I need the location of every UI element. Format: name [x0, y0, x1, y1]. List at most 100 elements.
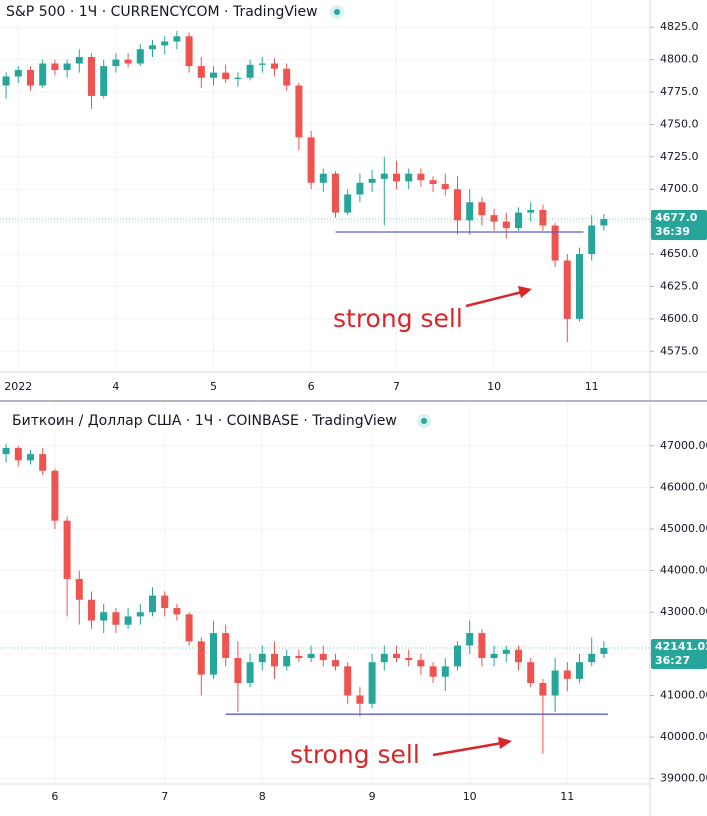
x-tick-label: 4 [112, 380, 119, 393]
candle-body [332, 173, 339, 213]
x-tick-label: 6 [308, 380, 315, 393]
candle-body [478, 633, 486, 659]
candle-body [393, 653, 400, 659]
y-tick-label: 4625.0 [660, 279, 699, 292]
title-bg [0, 411, 436, 431]
candle-body [405, 658, 413, 661]
candle-body [563, 670, 571, 679]
chart-title: Биткоин / Доллар США · 1Ч · COINBASE · T… [12, 413, 397, 429]
candle-body [441, 666, 449, 677]
y-tick-label: 44000.00 [660, 564, 707, 577]
candle-body [393, 173, 400, 182]
x-tick-label: 10 [463, 790, 477, 803]
candle-body [466, 633, 474, 646]
candle-body [39, 454, 47, 471]
candle-body [185, 614, 193, 642]
candle-body [588, 653, 596, 663]
candle-body [515, 649, 522, 663]
arrow-head [518, 286, 532, 298]
candle-body [39, 63, 47, 86]
candle-body [283, 68, 291, 86]
y-tick-label: 46000.00 [660, 480, 707, 493]
y-tick-label: 47000.00 [660, 439, 707, 452]
y-tick-label: 4650.0 [660, 247, 699, 260]
candle-body [600, 647, 608, 654]
price-tag [651, 210, 707, 241]
candle-body [576, 254, 583, 319]
candle-body [173, 608, 181, 615]
marks-layer [0, 31, 650, 754]
candle-body [380, 653, 388, 663]
candle-body [551, 670, 559, 696]
price-tag-label: 4677.0 [655, 211, 698, 224]
candle-body [63, 63, 71, 70]
candle-body [63, 520, 71, 579]
y-tick-label: 4825.0 [660, 20, 699, 33]
y-tick-label: 4800.0 [660, 53, 699, 66]
candle-body [124, 59, 132, 64]
x-tick-label: 8 [259, 790, 266, 803]
candle-body [478, 202, 486, 216]
candle-body [490, 215, 498, 222]
y-tick-label: 41000.00 [660, 688, 707, 701]
candle-body [136, 49, 144, 64]
candle-body [527, 662, 535, 683]
candle-body [332, 660, 339, 667]
countdown-label: 36:39 [655, 225, 690, 238]
candle-body [368, 662, 376, 704]
y-tick-label: 39000.00 [660, 772, 707, 785]
candle-body [149, 595, 156, 613]
candle-body [100, 612, 108, 621]
arrow [432, 741, 503, 757]
candle-body [283, 655, 291, 667]
candle-body [124, 616, 132, 625]
candle-body [368, 178, 376, 183]
candle-body [75, 578, 83, 600]
x-tick-label: 9 [369, 790, 376, 803]
x-tick-label: 10 [487, 380, 501, 393]
candle-body [27, 69, 34, 86]
candle-body [161, 595, 169, 609]
candle-body [258, 63, 266, 65]
candle-body [319, 653, 327, 661]
candle-body [417, 660, 425, 667]
title-bg [0, 2, 348, 22]
annotation: strong sell [290, 740, 420, 769]
candle-body [149, 45, 156, 50]
candle-body [112, 59, 120, 67]
countdown-label: 36:27 [655, 654, 690, 667]
candle-body [161, 41, 169, 46]
candle-body [466, 202, 474, 221]
candle-body [197, 641, 205, 675]
candle-body [588, 225, 596, 255]
candle-body [27, 454, 34, 461]
grid-layer [0, 0, 650, 784]
candle-body [112, 612, 120, 625]
y-tick-label: 40000.00 [660, 730, 707, 743]
candle-body [173, 36, 181, 42]
candle-body [502, 649, 510, 654]
candle-body [14, 69, 22, 77]
candle-body [490, 653, 498, 659]
candle-body [258, 653, 266, 663]
candle-body [222, 72, 230, 80]
candle-body [14, 447, 22, 461]
candle-body [2, 447, 10, 455]
candle-body [307, 137, 315, 183]
candle-body [429, 180, 437, 185]
candle-body [539, 682, 547, 696]
candle-body [271, 63, 278, 69]
candle-body [295, 655, 303, 659]
price-tag-label: 42141.02 [655, 640, 707, 653]
candle-body [563, 260, 571, 319]
candle-body [417, 173, 425, 181]
y-tick-label: 45000.00 [660, 522, 707, 535]
y-tick-label: 4725.0 [660, 150, 699, 163]
price-tag [651, 638, 707, 669]
candle-body [405, 173, 413, 182]
y-tick-label: 4700.0 [660, 182, 699, 195]
y-tick-label: 43000.00 [660, 605, 707, 618]
status-dot [421, 418, 427, 424]
x-tick-label: 2022 [4, 380, 32, 393]
candle-body [380, 173, 388, 179]
